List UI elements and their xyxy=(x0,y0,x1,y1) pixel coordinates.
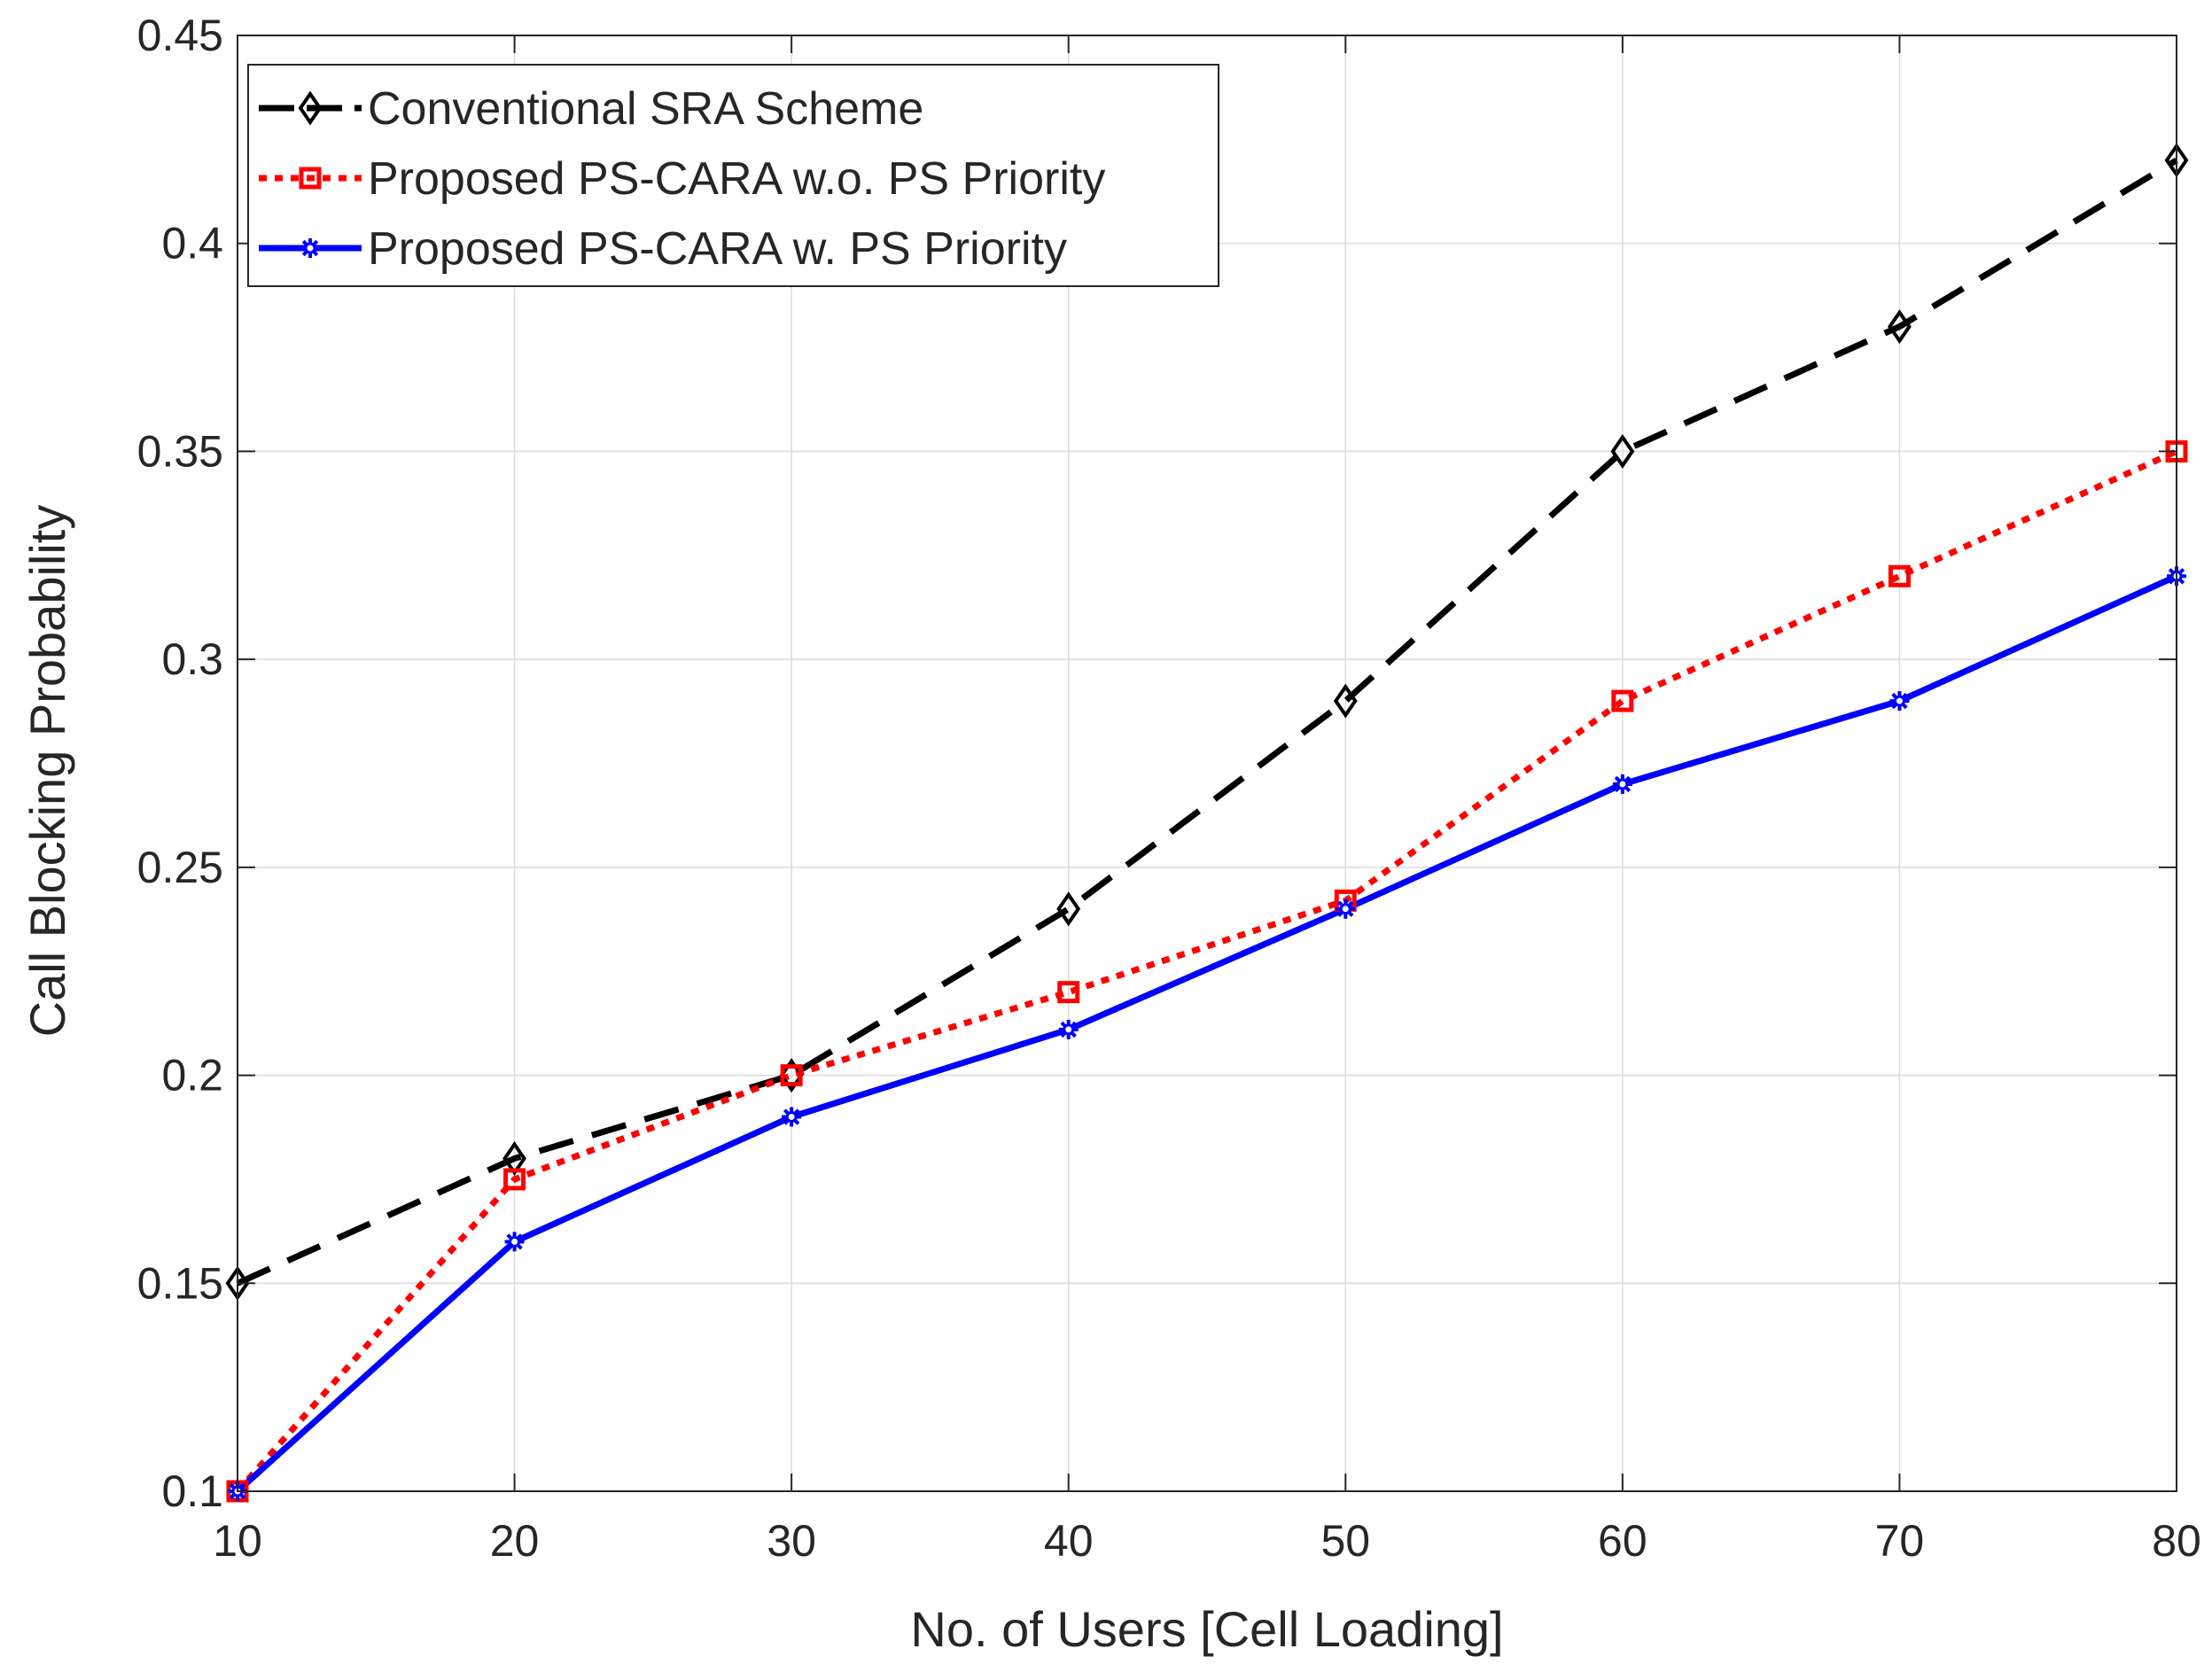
series-2-point xyxy=(780,1064,803,1087)
y-tick-label: 0.2 xyxy=(161,1051,223,1100)
legend-marker-2 xyxy=(299,167,322,190)
y-tick-label: 0.15 xyxy=(137,1258,223,1308)
legend-marker-1 xyxy=(298,90,323,126)
series-1-point xyxy=(1056,891,1081,927)
series-2-point xyxy=(1611,689,1634,712)
x-tick-label: 40 xyxy=(1044,1516,1094,1566)
x-tick-label: 50 xyxy=(1320,1516,1370,1566)
y-tick-label: 0.1 xyxy=(161,1466,223,1516)
ticks xyxy=(237,35,2177,1492)
y-tick-label: 0.45 xyxy=(137,11,223,60)
series-3-point xyxy=(1058,1019,1079,1039)
series-3-point-core xyxy=(509,1235,521,1248)
x-axis-label: No. of Users [Cell Loading] xyxy=(910,1601,1503,1657)
series-3-point xyxy=(782,1107,802,1127)
series-3-point-core xyxy=(1893,695,1905,707)
x-tick-label: 10 xyxy=(213,1516,262,1566)
x-tick-label: 70 xyxy=(1875,1516,1925,1566)
series-3-point-core xyxy=(1339,903,1351,915)
tick-labels: 10 20 30 40 50 60 70 80 0.1 0.15 0.2 0.25 0.3 0.35 0.4… xyxy=(137,11,2201,1566)
x-tick-label: 30 xyxy=(767,1516,816,1566)
series-lines xyxy=(235,157,2178,1494)
series-3-point xyxy=(504,1232,525,1252)
x-tick-label: 60 xyxy=(1598,1516,1647,1566)
legend: Conventional SRA Scheme Proposed PS-CARA … xyxy=(247,64,1219,287)
series-3-point xyxy=(1889,691,1910,712)
series-3-point-core xyxy=(785,1111,798,1124)
series-1-point xyxy=(1888,309,1912,345)
y-tick-label: 0.35 xyxy=(137,426,223,476)
series-1-point xyxy=(779,1058,804,1093)
y-axis-label: Call Blocking Probability xyxy=(19,505,75,1038)
series-line-1 xyxy=(236,157,2178,1287)
series-2-point xyxy=(503,1168,526,1191)
legend-marker-3 xyxy=(300,238,320,258)
series-1-point xyxy=(502,1140,526,1176)
series-3-point xyxy=(1612,774,1632,794)
legend-marker-3-core xyxy=(304,242,316,254)
legend-label-2: Proposed PS-CARA w.o. PS Priority xyxy=(368,153,1105,205)
series-2-point xyxy=(1057,981,1080,1004)
series-3-point-core xyxy=(1063,1023,1075,1036)
legend-label-1: Conventional SRA Scheme xyxy=(368,83,923,135)
series-3-point xyxy=(1336,898,1356,919)
legend-label-3: Proposed PS-CARA w. PS Priority xyxy=(368,223,1067,275)
series-line-2 xyxy=(235,448,2178,1494)
y-tick-label: 0.25 xyxy=(137,843,223,892)
series-line-3 xyxy=(235,573,2178,1494)
x-tick-label: 20 xyxy=(490,1516,540,1566)
y-tick-label: 0.3 xyxy=(161,634,223,684)
x-tick-label: 80 xyxy=(2152,1516,2201,1566)
series-1-point xyxy=(1333,683,1358,719)
legend-box xyxy=(247,64,1219,287)
series-1-point xyxy=(1610,433,1635,469)
plot-frame xyxy=(237,35,2177,1492)
series-3-point-core xyxy=(1616,778,1629,790)
legend-items: Conventional SRA Scheme Proposed PS-CARA … xyxy=(259,83,1105,275)
series-2-point xyxy=(1888,564,1911,587)
y-tick-label: 0.4 xyxy=(161,219,223,268)
